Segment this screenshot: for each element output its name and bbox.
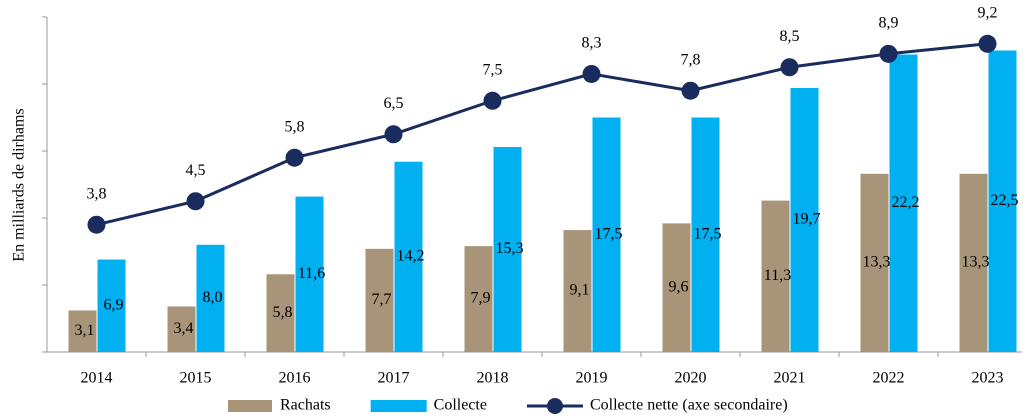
bar — [68, 310, 97, 352]
data-label: 3,1 — [75, 322, 95, 339]
data-label: 17,5 — [694, 225, 722, 242]
data-label: 8,3 — [582, 35, 602, 52]
x-tick-label: 2019 — [576, 370, 608, 387]
bar — [563, 230, 592, 352]
data-label: 9,6 — [669, 278, 689, 295]
data-label: 13,3 — [863, 254, 891, 271]
line-marker — [384, 125, 403, 144]
bar — [761, 200, 790, 352]
x-tick-label: 2023 — [972, 370, 1004, 387]
data-label: 5,8 — [273, 304, 293, 321]
data-label: 11,6 — [298, 265, 325, 282]
bar — [988, 50, 1017, 352]
data-label: 14,2 — [397, 248, 425, 265]
legend-label: Collecte nette (axe secondaire) — [590, 397, 788, 414]
x-tick-label: 2014 — [81, 370, 113, 387]
data-label: 6,9 — [104, 296, 124, 313]
line-marker — [285, 148, 304, 167]
data-label: 5,8 — [285, 118, 305, 135]
bar — [860, 173, 889, 352]
data-label: 7,8 — [681, 51, 701, 68]
bar — [662, 223, 691, 352]
bar — [691, 117, 720, 352]
bar — [167, 306, 196, 352]
x-tick-label: 2017 — [378, 370, 410, 387]
line-marker — [780, 58, 799, 77]
x-tick-label: 2018 — [477, 370, 509, 387]
data-label: 22,2 — [892, 194, 920, 211]
x-tick-label: 2016 — [279, 370, 311, 387]
bar — [365, 248, 394, 352]
data-label: 17,5 — [595, 225, 623, 242]
legend-label: Rachats — [280, 397, 331, 414]
bar — [464, 246, 493, 352]
bar — [266, 274, 295, 352]
legend-label: Collecte — [434, 397, 487, 414]
data-label: 13,3 — [962, 254, 990, 271]
data-label: 3,4 — [174, 320, 194, 337]
x-tick-label: 2021 — [774, 370, 806, 387]
bar — [959, 173, 988, 352]
legend-swatch — [370, 400, 427, 412]
bar — [790, 88, 819, 353]
line-marker — [87, 215, 106, 234]
line-marker — [186, 192, 205, 211]
y-axis-label: En milliards de dirhams — [11, 108, 28, 261]
data-label: 8,0 — [203, 289, 223, 306]
bar — [196, 244, 225, 352]
x-tick-label: 2020 — [675, 370, 707, 387]
line-marker — [978, 34, 997, 53]
legend-swatch — [228, 400, 272, 412]
line-marker — [582, 64, 601, 83]
line — [96, 42, 988, 227]
line-marker — [879, 44, 898, 63]
line-marker — [681, 81, 700, 100]
bar — [592, 117, 621, 352]
data-label: 6,5 — [384, 95, 404, 112]
data-label: 8,5 — [780, 28, 800, 45]
data-label: 7,5 — [483, 61, 503, 78]
data-label: 11,3 — [764, 267, 791, 284]
x-tick-label: 2022 — [873, 370, 905, 387]
bar — [889, 54, 918, 353]
data-label: 9,2 — [978, 4, 998, 21]
bar — [493, 146, 522, 352]
bar — [97, 259, 126, 352]
data-label: 8,9 — [879, 15, 899, 32]
data-label: 19,7 — [793, 211, 821, 228]
data-label: 7,9 — [471, 290, 491, 307]
data-label: 15,3 — [496, 240, 524, 257]
line-marker — [483, 91, 502, 110]
legend-swatch — [546, 398, 563, 414]
data-label: 4,5 — [186, 162, 206, 179]
bar — [394, 161, 423, 352]
data-label: 3,8 — [87, 185, 107, 202]
x-tick-label: 2015 — [180, 370, 212, 387]
data-label: 22,5 — [991, 192, 1019, 209]
data-label: 9,1 — [570, 282, 590, 299]
data-label: 7,7 — [372, 291, 392, 308]
bar — [295, 196, 324, 352]
